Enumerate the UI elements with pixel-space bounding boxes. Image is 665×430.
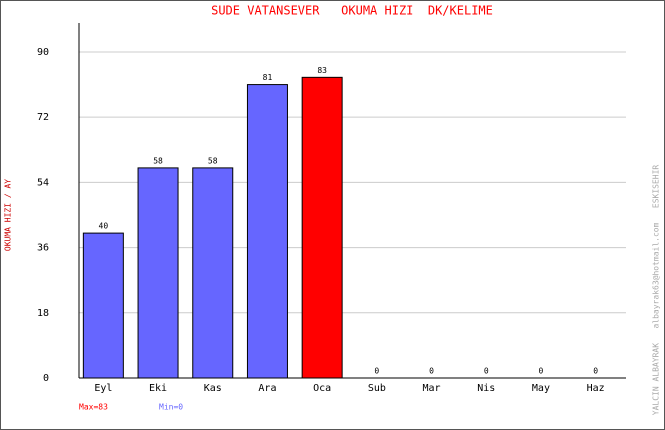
side-note: YALCIN ALBAYRAK albayrak63@hotmail.com E… <box>652 165 661 416</box>
value-label: 0 <box>593 367 598 376</box>
x-tick-label: Ara <box>258 383 276 394</box>
y-tick-label: 72 <box>37 112 49 123</box>
bar <box>82 232 124 379</box>
bar <box>192 167 234 379</box>
value-label: 0 <box>484 367 489 376</box>
bar <box>301 76 343 379</box>
y-tick-label: 0 <box>43 373 49 384</box>
value-label: 40 <box>99 222 109 231</box>
bar <box>246 84 288 379</box>
annotation: Min=0 <box>159 403 183 412</box>
y-axis-label: OKUMA HIZI / AY <box>4 179 13 251</box>
x-tick-label: Kas <box>204 383 222 394</box>
value-label: 0 <box>374 367 379 376</box>
value-label: 0 <box>539 367 544 376</box>
y-tick-label: 54 <box>37 177 49 188</box>
value-label: 83 <box>317 66 327 75</box>
x-tick-label: Eki <box>149 383 167 394</box>
y-tick-label: 90 <box>37 47 49 58</box>
chart-title: SUDE VATANSEVER OKUMA HIZI DK/KELIME <box>211 4 493 18</box>
value-label: 0 <box>429 367 434 376</box>
x-tick-label: Oca <box>313 383 331 394</box>
value-label: 58 <box>208 156 218 165</box>
y-tick-label: 18 <box>37 308 49 319</box>
x-tick-label: Eyl <box>94 383 112 394</box>
value-label: 58 <box>153 156 163 165</box>
x-tick-label: Haz <box>587 383 605 394</box>
y-tick-label: 36 <box>37 243 49 254</box>
x-tick-label: May <box>532 383 550 394</box>
x-tick-label: Sub <box>368 383 386 394</box>
value-label: 81 <box>263 73 273 82</box>
bar <box>137 167 179 379</box>
annotation: Max=83 <box>79 403 108 412</box>
x-tick-label: Mar <box>423 383 441 394</box>
x-tick-label: Nis <box>477 383 495 394</box>
